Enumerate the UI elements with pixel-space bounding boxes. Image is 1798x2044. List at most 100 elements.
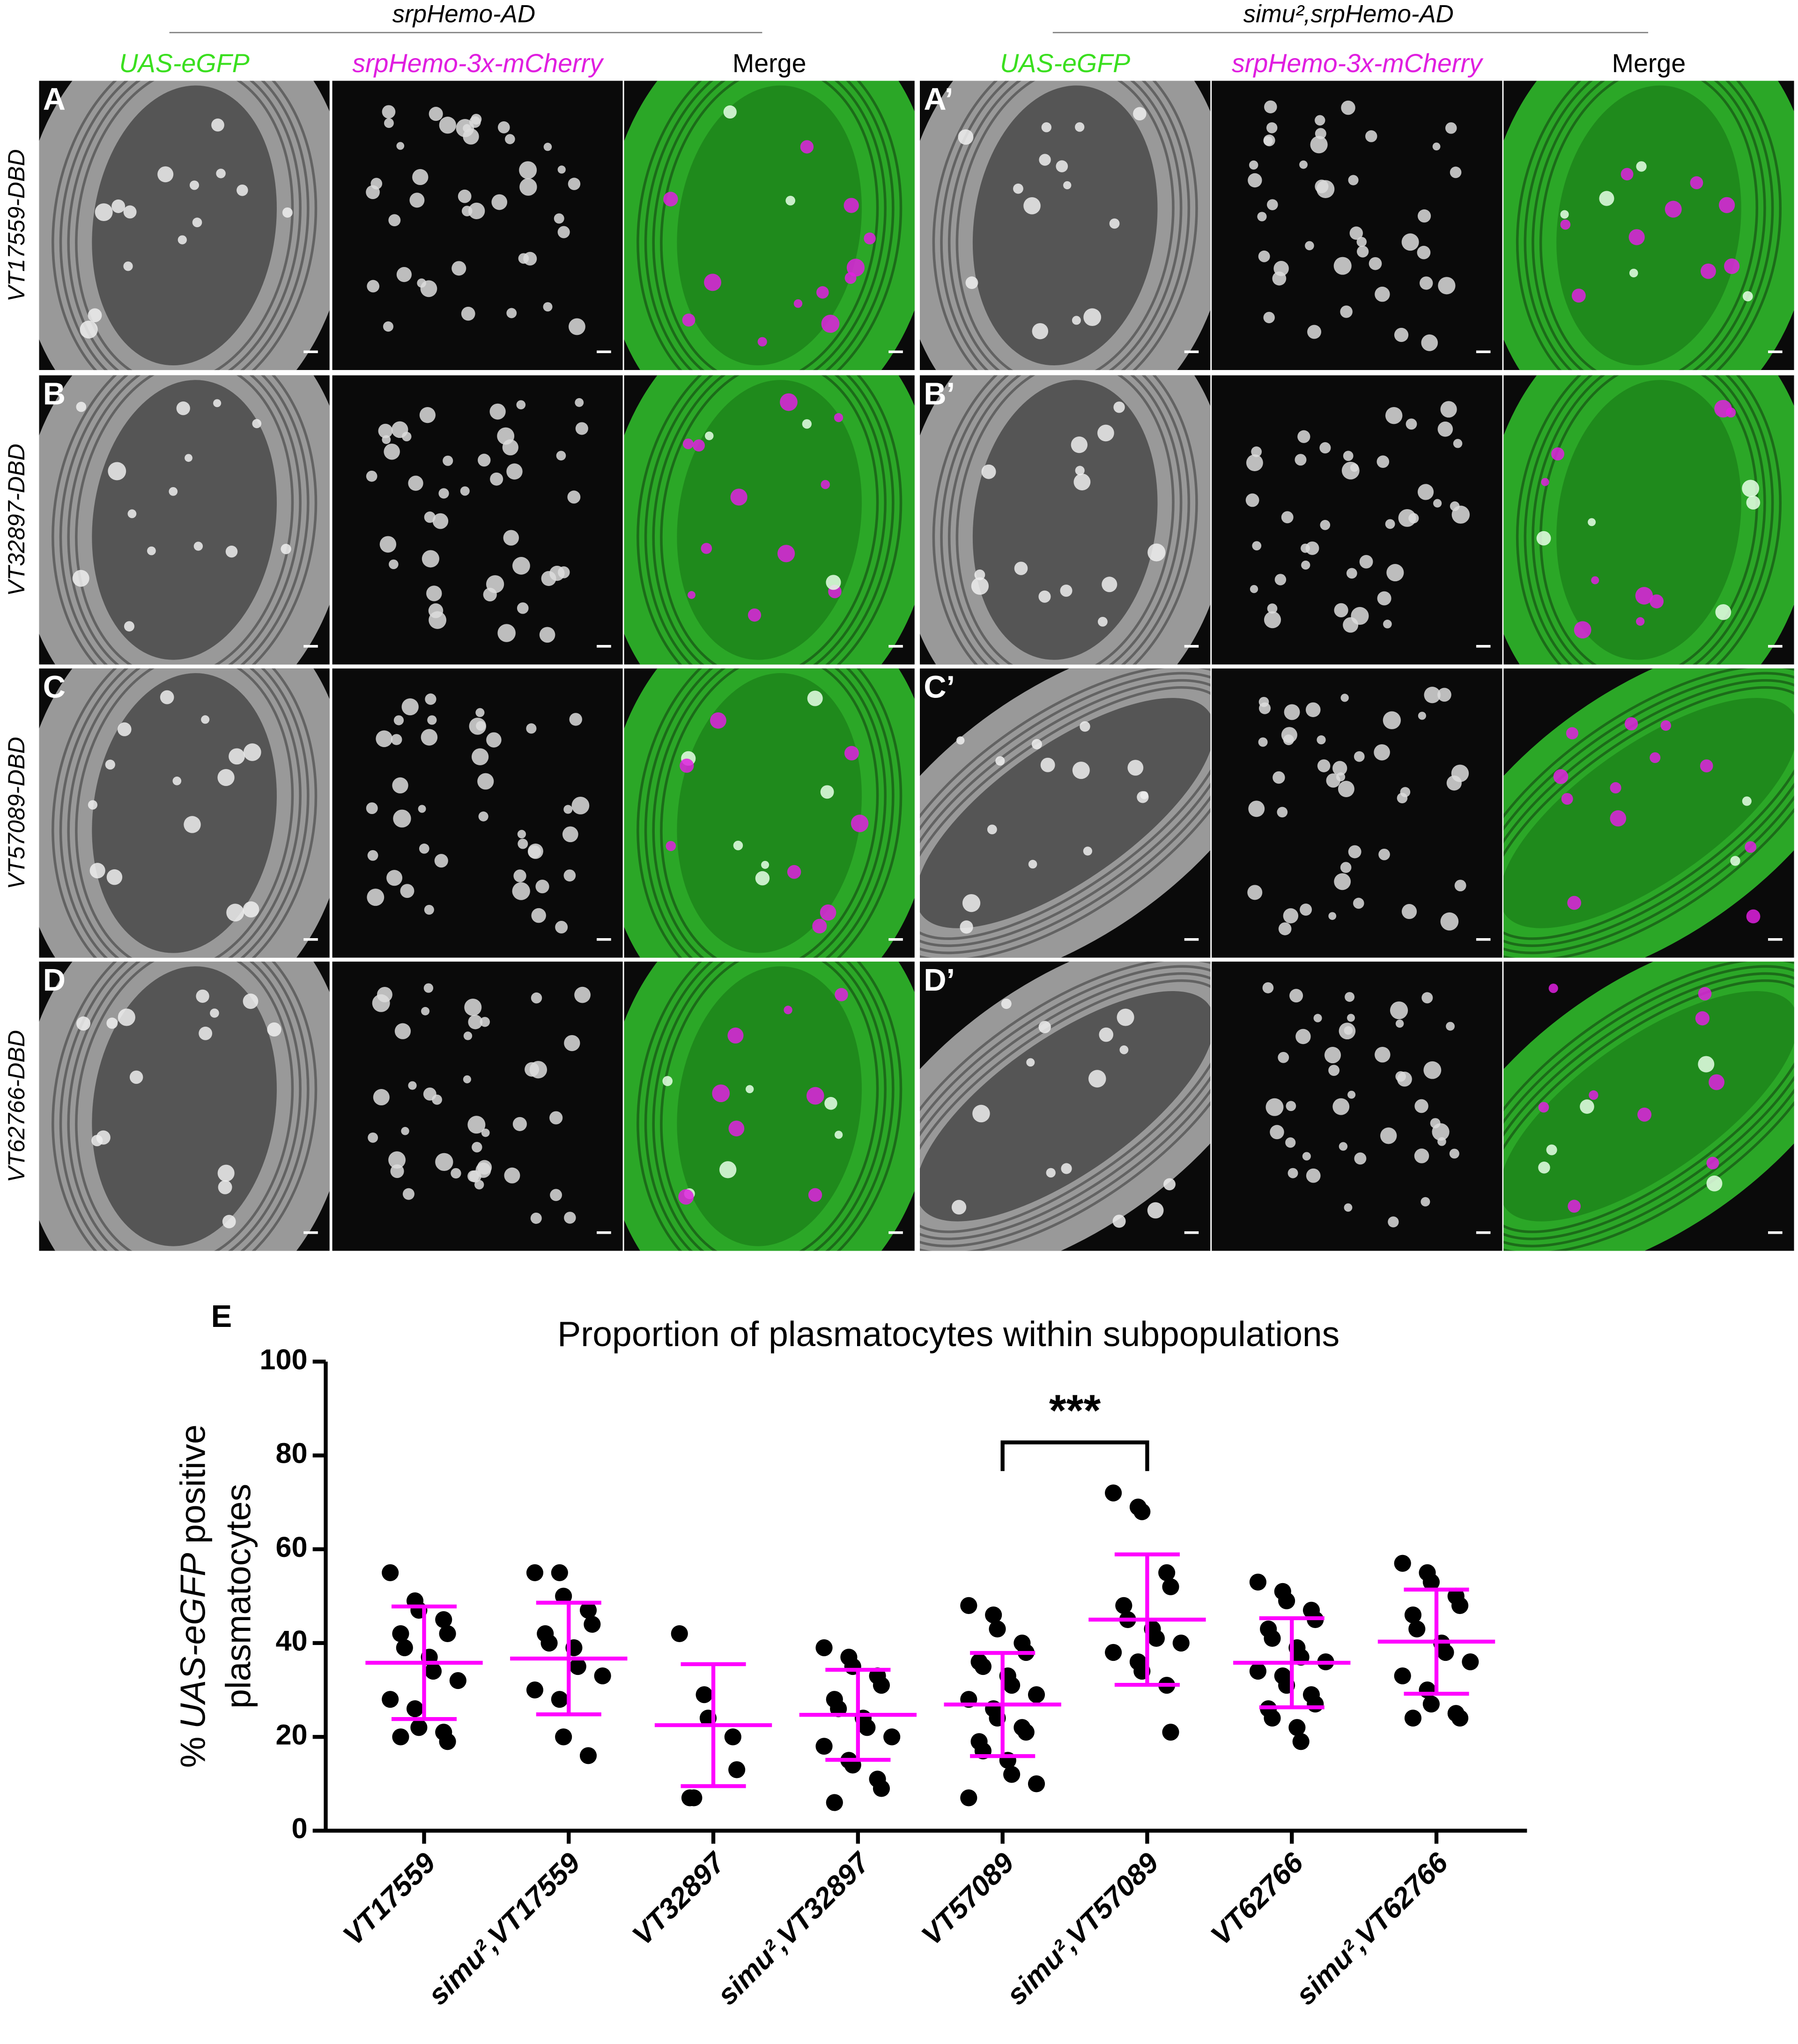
cell (1249, 160, 1258, 170)
cell (960, 920, 973, 934)
cell (438, 488, 449, 499)
cell (243, 743, 261, 761)
cell (1265, 1098, 1284, 1116)
row-label: VT62766-DBD (3, 1030, 30, 1183)
cell (426, 585, 442, 601)
cell (555, 921, 568, 933)
cell (1063, 181, 1072, 190)
cell (1083, 308, 1102, 326)
cell (1277, 807, 1288, 818)
data-point (584, 1615, 601, 1633)
micrograph (332, 962, 623, 1251)
data-point (1307, 1696, 1324, 1713)
cell (421, 729, 438, 746)
cell (1266, 122, 1278, 133)
panel-letter: B (43, 377, 66, 411)
cell (568, 178, 581, 190)
cell (108, 462, 126, 481)
data-point (424, 1662, 442, 1680)
cell (1450, 166, 1462, 178)
cell (504, 1167, 520, 1184)
cell (429, 107, 443, 121)
cell (1451, 764, 1469, 782)
cell (1718, 197, 1735, 213)
cell (995, 756, 1005, 766)
cell (1418, 711, 1426, 720)
significance-label: *** (1049, 1385, 1101, 1435)
embryo-stripe (1503, 668, 1794, 958)
cell (1245, 493, 1259, 507)
cell (1394, 327, 1409, 342)
embryo-stripe (1503, 672, 1794, 955)
cell (425, 693, 437, 705)
cell (1270, 1125, 1284, 1140)
cell (427, 715, 437, 725)
cell (226, 904, 244, 922)
embryo-stripe (940, 81, 1191, 370)
cell (196, 989, 209, 1003)
x-tick-label: simu²,VT17559 (422, 1846, 586, 2011)
cell (574, 986, 591, 1003)
cell (1251, 446, 1262, 457)
data-point (551, 1691, 568, 1708)
cell (432, 513, 449, 529)
embryo-stripe (652, 375, 887, 665)
cell (1730, 856, 1740, 866)
embryo-yolk (677, 85, 862, 366)
cell (1112, 1215, 1126, 1228)
cell (569, 318, 585, 335)
cell (185, 454, 192, 462)
micrograph (332, 81, 623, 370)
cell (243, 993, 259, 1009)
cell (409, 193, 425, 208)
cell (1454, 880, 1466, 892)
micrograph (624, 375, 915, 665)
cell (1026, 1058, 1035, 1067)
cell (1305, 702, 1321, 718)
embryo-stripe (1516, 375, 1782, 665)
data-point (382, 1564, 399, 1581)
cell (1380, 1127, 1397, 1144)
cell (1698, 1056, 1715, 1073)
micrograph (1503, 81, 1794, 370)
cell (808, 1188, 822, 1202)
cell (1319, 442, 1331, 454)
cell (88, 800, 98, 810)
cell (525, 1062, 540, 1077)
micrograph (39, 375, 330, 665)
data-point (989, 1620, 1006, 1638)
cell (780, 393, 798, 411)
data-point (1003, 1766, 1021, 1783)
micrograph (39, 668, 330, 958)
cell (480, 1017, 490, 1027)
cell (384, 118, 394, 128)
cell (1620, 168, 1634, 181)
cell (807, 690, 823, 706)
cell (719, 1161, 737, 1178)
y-label-part: UAS-eGFP (173, 1553, 212, 1729)
cell (571, 796, 590, 815)
cell (518, 838, 528, 849)
embryo-stripe (1524, 375, 1774, 665)
cell (784, 1006, 792, 1015)
cell (730, 489, 747, 506)
cell (1421, 334, 1438, 351)
group-header: simu²,srpHemo-AD (1243, 0, 1454, 28)
embryo-stripe (636, 375, 903, 665)
data-point (1437, 1644, 1454, 1661)
embryo-stripe (1503, 679, 1794, 947)
y-tick-label: 100 (259, 1343, 307, 1375)
cell (549, 1111, 563, 1125)
cell (1636, 617, 1645, 626)
cell (1273, 771, 1285, 784)
data-point (396, 1639, 413, 1657)
cell (1278, 922, 1292, 935)
embryo-stripe (636, 962, 903, 1251)
cell (1350, 463, 1359, 472)
embryo-stripe (660, 668, 879, 958)
data-point (873, 1677, 890, 1694)
cell (562, 826, 578, 843)
image-bg (332, 375, 623, 665)
cell (123, 261, 133, 271)
cell (193, 541, 203, 551)
